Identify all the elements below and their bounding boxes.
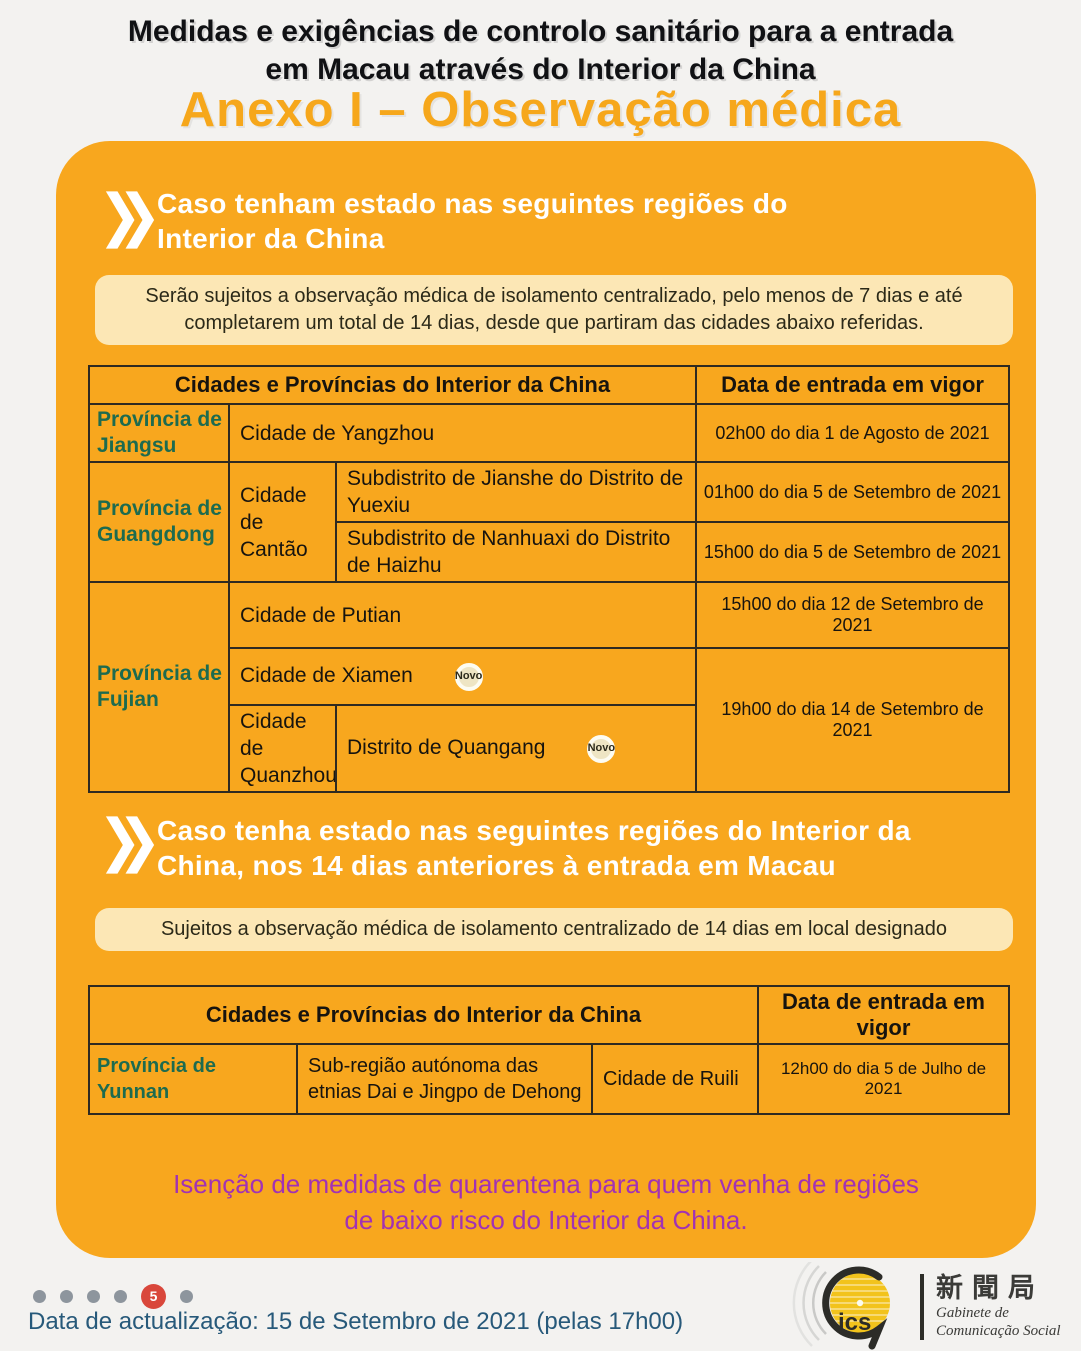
logo-divider bbox=[920, 1273, 924, 1340]
table-row: Província de Yunnan Sub-região autónoma … bbox=[88, 1043, 1011, 1115]
cell-city-xiamen: Cidade de Xiamen Novo bbox=[227, 647, 698, 706]
table-regions-isolation-14-days: Cidades e Províncias do Interior da Chin… bbox=[87, 985, 1011, 1115]
table-row: Cidade de Quanzhou Distrito de Quangang … bbox=[89, 704, 1009, 793]
section1-heading-line2: Interior da China bbox=[157, 223, 385, 254]
section1-note-line1: Serão sujeitos a observação médica de is… bbox=[145, 285, 963, 307]
double-chevron-icon bbox=[105, 191, 155, 249]
table1-header-date: Data de entrada em vigor bbox=[695, 365, 1011, 405]
cell-district-quangang: Distrito de Quangang Novo bbox=[334, 704, 698, 793]
section1-heading-line1: Caso tenham estado nas seguintes regiões… bbox=[157, 188, 788, 219]
novo-badge: Novo bbox=[587, 734, 616, 763]
logo-dept-line2: Comunicação Social bbox=[936, 1322, 1061, 1339]
section2-heading: Caso tenha estado nas seguintes regiões … bbox=[157, 813, 911, 883]
page-title: Medidas e exigências de controlo sanitár… bbox=[0, 13, 1081, 89]
section2-heading-line2: China, nos 14 dias anteriores à entrada … bbox=[157, 850, 836, 881]
cell-province-guangdong: Província de Guangdong bbox=[88, 461, 230, 583]
cell-date-haizhu: 15h00 do dia 5 de Setembro de 2021 bbox=[695, 521, 1011, 583]
section1-note-line2: completarem um total de 14 dias, desde q… bbox=[184, 312, 924, 334]
exemption-note-line1: Isenção de medidas de quarentena para qu… bbox=[173, 1169, 919, 1199]
cell-province-fujian: Província de Fujian bbox=[88, 581, 230, 793]
cell-date-yuexiu: 01h00 do dia 5 de Setembro de 2021 bbox=[695, 461, 1011, 523]
section2-heading-line1: Caso tenha estado nas seguintes regiões … bbox=[157, 815, 911, 846]
logo-dept-line1: Gabinete de bbox=[936, 1304, 1009, 1321]
page-dot bbox=[114, 1289, 127, 1303]
table-row: Subdistrito de Nanhuaxi do Distrito de H… bbox=[89, 521, 1011, 583]
page-dot bbox=[87, 1289, 100, 1303]
page-dot bbox=[33, 1289, 46, 1303]
cell-date-putian: 15h00 do dia 12 de Setembro de 2021 bbox=[695, 581, 1011, 649]
gcs-logo-icon: ics bbox=[792, 1262, 890, 1350]
page-dots: 5 bbox=[33, 1283, 193, 1309]
cell-province-yunnan: Província de Yunnan bbox=[88, 1043, 298, 1115]
page-dot bbox=[60, 1289, 73, 1303]
page-title-line1: Medidas e exigências de controlo sanitár… bbox=[127, 15, 954, 48]
cell-date-ruili: 12h00 do dia 5 de Julho de 2021 bbox=[757, 1043, 1011, 1115]
page-dot-active: 5 bbox=[141, 1283, 166, 1309]
cell-province-jiangsu: Província de Jiangsu bbox=[88, 403, 230, 463]
exemption-note-line2: de baixo risco do Interior da China. bbox=[344, 1205, 748, 1235]
cell-region-dehong: Sub-região autónoma das etnias Dai e Jin… bbox=[296, 1043, 593, 1115]
update-date-text: Data de actualização: 15 de Setembro de … bbox=[28, 1308, 684, 1335]
table-row: Província de Guangdong Cidade de Cantão … bbox=[88, 461, 1011, 583]
cell-district-quangang-label: Distrito de Quangang bbox=[347, 736, 546, 760]
cell-city-xiamen-label: Cidade de Xiamen bbox=[240, 664, 413, 688]
double-chevron-icon bbox=[105, 816, 155, 874]
annex-title: Anexo I – Observação médica bbox=[179, 83, 902, 137]
table2-header-cities: Cidades e Províncias do Interior da Chin… bbox=[87, 985, 760, 1045]
section2-note-text: Sujeitos a observação médica de isolamen… bbox=[160, 918, 948, 940]
cell-city-quanzhou: Cidade de Quanzhou bbox=[228, 704, 337, 793]
gcs-acronym: ics bbox=[838, 1309, 871, 1336]
cell-city-ruili: Cidade de Ruili bbox=[590, 1043, 760, 1115]
cell-city-yangzhou: Cidade de Yangzhou bbox=[227, 403, 698, 463]
logo-chinese-name: 新聞局 bbox=[936, 1272, 1044, 1304]
table2-header-date: Data de entrada em vigor bbox=[757, 985, 1011, 1045]
exemption-note: Isenção de medidas de quarentena para qu… bbox=[56, 1166, 1036, 1238]
cell-city-putian: Cidade de Putian bbox=[227, 581, 698, 649]
orange-card: Caso tenham estado nas seguintes regiões… bbox=[56, 141, 1036, 1258]
cell-district-yuexiu: Subdistrito de Jianshe do Distrito de Yu… bbox=[334, 461, 698, 523]
page-title-line2: em Macau através do Interior da China bbox=[265, 53, 816, 86]
cell-district-haizhu: Subdistrito de Nanhuaxi do Distrito de H… bbox=[334, 521, 698, 583]
table-row: Província de Jiangsu Cidade de Yangzhou … bbox=[88, 403, 1011, 463]
table1-header-cities: Cidades e Províncias do Interior da Chin… bbox=[87, 365, 698, 405]
section1-heading: Caso tenham estado nas seguintes regiões… bbox=[157, 186, 788, 256]
novo-badge: Novo bbox=[454, 662, 483, 691]
section1-note: Serão sujeitos a observação médica de is… bbox=[95, 275, 1013, 345]
table-row: Cidade de Xiamen Novo 19h00 do dia 14 de… bbox=[89, 647, 1011, 793]
logo-text: 新聞局 Gabinete de Comunicação Social bbox=[936, 1272, 1061, 1340]
gcs-logo: ics 新聞局 Gabinete de Comunicação Social bbox=[790, 1262, 1080, 1351]
page-dot bbox=[180, 1289, 193, 1303]
cell-date-xiamen-quangang: 19h00 do dia 14 de Setembro de 2021 bbox=[695, 647, 1011, 793]
table-row: Província de Fujian Cidade de Putian 15h… bbox=[88, 581, 1011, 793]
table-regions-isolation-7-14-days: Cidades e Províncias do Interior da Chin… bbox=[87, 365, 1011, 793]
cell-date-yangzhou: 02h00 do dia 1 de Agosto de 2021 bbox=[695, 403, 1011, 463]
section2-note: Sujeitos a observação médica de isolamen… bbox=[95, 908, 1013, 951]
cell-city-cantao: Cidade de Cantão bbox=[228, 461, 337, 583]
